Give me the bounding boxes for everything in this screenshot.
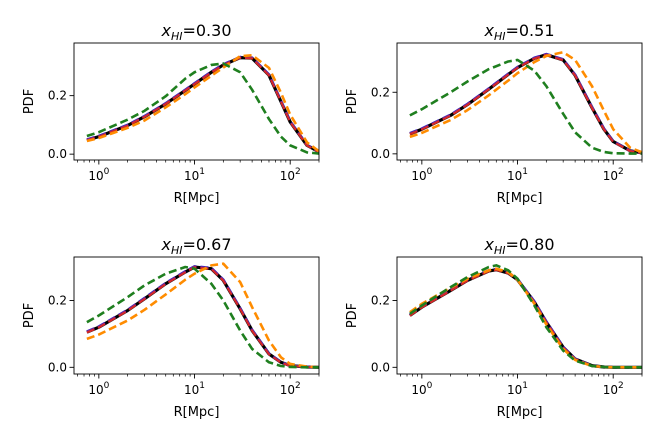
series-line-black bbox=[409, 53, 642, 155]
panel-3: 100 101 102 0.0 0.2 R[Mpc] PDF xHI=0.67 bbox=[22, 235, 320, 420]
x-tick-label: 102 bbox=[603, 167, 624, 183]
x-tick-label: 101 bbox=[507, 381, 528, 397]
series-line-black bbox=[408, 268, 642, 369]
y-tick-label: 0.2 bbox=[48, 293, 67, 307]
chart-title: xHI=0.51 bbox=[483, 21, 554, 43]
y-tick-label: 0.0 bbox=[48, 147, 67, 161]
series-line-green bbox=[409, 58, 642, 155]
series-line-black bbox=[86, 56, 319, 154]
series-line-purple bbox=[86, 56, 319, 153]
series-line-orange bbox=[409, 50, 642, 154]
series-line-red bbox=[86, 56, 319, 153]
plot-frame bbox=[73, 256, 320, 375]
series-line-blue bbox=[409, 267, 642, 369]
x-tick-label: 100 bbox=[411, 167, 432, 183]
series-group bbox=[86, 262, 319, 369]
y-tick-label: 0.0 bbox=[48, 360, 67, 374]
x-tick-label: 100 bbox=[88, 167, 109, 183]
series-line-purple bbox=[409, 268, 642, 369]
series-line-green bbox=[86, 62, 319, 155]
y-tick-label: 0.2 bbox=[371, 293, 390, 307]
panel-2: 100 101 102 0.0 0.2 R[Mpc] PDF xHI=0.51 bbox=[345, 21, 643, 206]
series-line-red bbox=[409, 54, 642, 155]
x-tick-label: 102 bbox=[603, 381, 624, 397]
y-axis-label: PDF bbox=[22, 89, 37, 114]
panel-1: 100 101 102 0.0 0.2 R[Mpc] PDF xHI=0.30 bbox=[22, 21, 320, 206]
x-tick-label: 101 bbox=[507, 167, 528, 183]
chart-title: xHI=0.30 bbox=[160, 21, 231, 43]
x-tick-label: 100 bbox=[411, 381, 432, 397]
x-axis-label: R[Mpc] bbox=[497, 191, 543, 206]
x-axis-label: R[Mpc] bbox=[174, 405, 220, 420]
x-axis-label: R[Mpc] bbox=[497, 405, 543, 420]
y-axis-label: PDF bbox=[22, 303, 37, 328]
series-line-purple bbox=[86, 265, 319, 369]
chart-title: xHI=0.80 bbox=[483, 235, 554, 257]
y-axis-label: PDF bbox=[345, 303, 360, 328]
y-tick-label: 0.0 bbox=[371, 360, 390, 374]
y-tick-label: 0.0 bbox=[371, 147, 390, 161]
series-group bbox=[86, 53, 319, 155]
plot-frame bbox=[73, 42, 320, 161]
y-tick-label: 0.2 bbox=[48, 89, 67, 103]
x-axis-label: R[Mpc] bbox=[174, 191, 220, 206]
series-line-green bbox=[86, 265, 319, 369]
series-group bbox=[408, 264, 642, 369]
series-line-red bbox=[86, 266, 319, 369]
plot-frame bbox=[396, 256, 643, 375]
series-group bbox=[409, 50, 642, 155]
series-line-blue bbox=[86, 265, 319, 369]
series-line-orange bbox=[86, 262, 319, 369]
series-line-orange bbox=[409, 267, 642, 369]
series-line-blue bbox=[86, 55, 319, 153]
panel-4: 100 101 102 0.0 0.2 R[Mpc] PDF xHI=0.80 bbox=[345, 235, 643, 420]
series-line-black bbox=[86, 265, 319, 369]
plot-frame bbox=[396, 42, 643, 161]
series-line-orange bbox=[86, 53, 319, 153]
x-tick-label: 102 bbox=[280, 381, 301, 397]
x-tick-label: 101 bbox=[184, 167, 205, 183]
chart-title: xHI=0.67 bbox=[160, 235, 231, 257]
x-tick-label: 101 bbox=[184, 381, 205, 397]
y-axis-label: PDF bbox=[345, 89, 360, 114]
x-tick-label: 100 bbox=[88, 381, 109, 397]
series-line-green bbox=[409, 264, 642, 369]
x-tick-label: 102 bbox=[280, 167, 301, 183]
y-tick-label: 0.2 bbox=[371, 85, 390, 99]
series-line-red bbox=[409, 269, 642, 369]
